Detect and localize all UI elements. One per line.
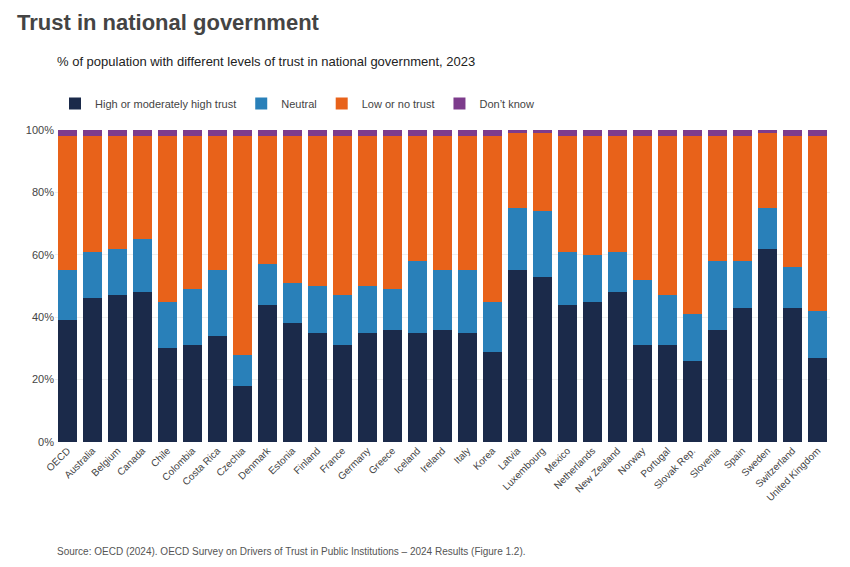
svg-text:Norway: Norway [616, 445, 648, 477]
svg-text:High or moderately high trust: High or moderately high trust [95, 98, 236, 110]
svg-text:% of population with different: % of population with different levels of… [57, 54, 475, 69]
svg-text:Finland: Finland [291, 445, 322, 476]
svg-text:New Zealand: New Zealand [573, 445, 622, 494]
svg-text:United Kingdom: United Kingdom [764, 445, 822, 503]
svg-text:Estonia: Estonia [266, 445, 298, 477]
svg-text:Netherlands: Netherlands [552, 445, 598, 491]
svg-text:Slovak Rep.: Slovak Rep. [652, 445, 698, 491]
svg-text:Greece: Greece [366, 445, 397, 476]
svg-text:Source: OECD (2024). OECD Surv: Source: OECD (2024). OECD Survey on Driv… [57, 546, 526, 557]
svg-text:OECD: OECD [44, 445, 72, 473]
svg-text:Don’t know: Don’t know [479, 98, 533, 110]
svg-text:Costa Rica: Costa Rica [180, 445, 223, 488]
svg-text:Neutral: Neutral [281, 98, 316, 110]
svg-text:Spain: Spain [722, 445, 748, 471]
svg-text:Trust in national government: Trust in national government [17, 10, 320, 35]
svg-text:Switzerland: Switzerland [753, 445, 797, 489]
svg-text:Portugal: Portugal [638, 445, 672, 479]
svg-text:0%: 0% [38, 436, 54, 448]
svg-text:Denmark: Denmark [236, 444, 273, 481]
svg-text:Belgium: Belgium [89, 445, 122, 478]
svg-text:Germany: Germany [336, 445, 373, 482]
svg-text:Korea: Korea [471, 445, 498, 472]
svg-text:Ireland: Ireland [418, 445, 447, 474]
svg-text:Australia: Australia [62, 445, 98, 481]
svg-text:Chile: Chile [149, 445, 173, 469]
svg-text:40%: 40% [32, 311, 54, 323]
svg-text:Canada: Canada [115, 445, 148, 478]
svg-text:Slovenia: Slovenia [688, 445, 723, 480]
svg-text:80%: 80% [32, 186, 54, 198]
svg-text:Italy: Italy [452, 445, 473, 466]
svg-text:Colombia: Colombia [160, 445, 198, 483]
svg-text:Latvia: Latvia [496, 445, 523, 472]
svg-text:France: France [318, 445, 348, 475]
svg-text:100%: 100% [26, 124, 54, 136]
svg-text:Low or no trust: Low or no trust [362, 98, 435, 110]
svg-text:Mexico: Mexico [542, 445, 572, 475]
svg-text:Sweden: Sweden [739, 445, 772, 478]
svg-text:60%: 60% [32, 249, 54, 261]
svg-text:Luxembourg: Luxembourg [500, 445, 547, 492]
svg-text:20%: 20% [32, 373, 54, 385]
svg-text:Czechia: Czechia [214, 445, 248, 479]
svg-text:Iceland: Iceland [392, 445, 423, 476]
